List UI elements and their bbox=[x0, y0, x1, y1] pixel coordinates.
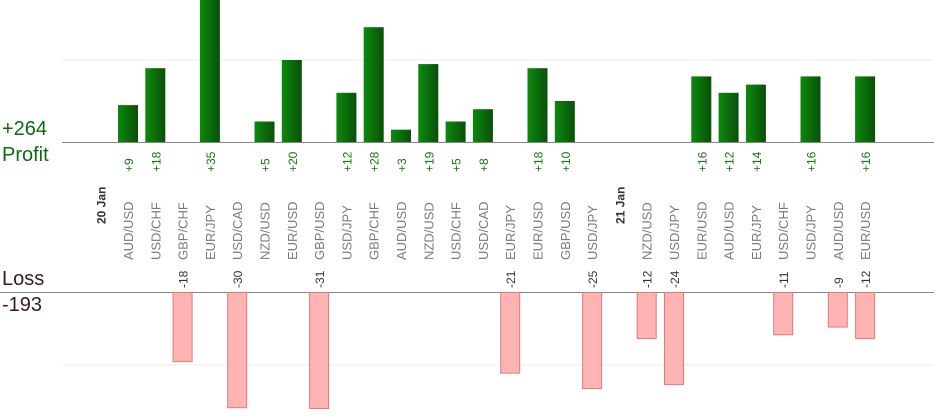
profit-value-label: +10 bbox=[559, 151, 573, 172]
category-label: GBP/USD bbox=[312, 201, 327, 260]
profit-value-label: +19 bbox=[422, 151, 436, 172]
profit-bar bbox=[745, 84, 766, 142]
category-label: AUD/USD bbox=[121, 201, 136, 260]
profit-value-label: +18 bbox=[149, 151, 163, 172]
date-label: 21 Jan bbox=[613, 187, 627, 224]
category-label: EUR/USD bbox=[285, 201, 300, 260]
category-label: USD/CHF bbox=[449, 202, 464, 260]
category-label: USD/CAD bbox=[476, 201, 491, 260]
profit-bar bbox=[527, 68, 548, 142]
loss-value-label: -18 bbox=[177, 270, 191, 288]
loss-value-label: -24 bbox=[668, 270, 682, 288]
category-label: EUR/JPY bbox=[749, 205, 764, 260]
profit-bar bbox=[118, 105, 138, 142]
profit-value-label: +3 bbox=[395, 158, 409, 172]
profit-value-label: +5 bbox=[450, 158, 464, 172]
category-label: NZD/USD bbox=[258, 202, 273, 260]
category-label: AUD/USD bbox=[831, 201, 846, 260]
profit-value-label: +18 bbox=[532, 151, 546, 172]
category-label: EUR/JPY bbox=[503, 205, 518, 260]
category-label: USD/CHF bbox=[776, 202, 791, 260]
loss-value-label: -12 bbox=[641, 270, 655, 288]
profit-value-label: +5 bbox=[259, 158, 273, 172]
profit-value-label: +9 bbox=[122, 158, 136, 172]
category-label: USD/JPY bbox=[667, 205, 682, 260]
category-label: USD/JPY bbox=[804, 205, 819, 260]
profit-bar bbox=[800, 76, 821, 142]
loss-value-label: -9 bbox=[832, 277, 846, 288]
loss-value-label: -21 bbox=[504, 270, 518, 288]
profit-bar bbox=[691, 76, 712, 142]
profit-value-label: +14 bbox=[750, 151, 764, 172]
profit-value-label: +16 bbox=[859, 151, 873, 172]
category-label: AUD/USD bbox=[722, 201, 737, 260]
profit-bar bbox=[855, 76, 876, 142]
profit-label: Profit bbox=[2, 144, 49, 166]
loss-bar bbox=[500, 292, 521, 374]
profit-total: +264 bbox=[2, 118, 48, 140]
profit-bar bbox=[281, 60, 302, 142]
category-label: USD/JPY bbox=[339, 205, 354, 260]
profit-value-label: +16 bbox=[805, 151, 819, 172]
category-label: GBP/CHF bbox=[176, 202, 191, 260]
profit-bar bbox=[554, 101, 575, 142]
loss-label: Loss bbox=[2, 268, 45, 290]
profit-bar bbox=[336, 92, 357, 142]
loss-bar bbox=[636, 292, 657, 340]
category-label: EUR/USD bbox=[858, 201, 873, 260]
profit-value-label: +12 bbox=[723, 151, 737, 172]
profit-value-label: +28 bbox=[368, 151, 382, 172]
loss-bar bbox=[582, 292, 603, 389]
loss-value-label: -25 bbox=[586, 270, 600, 288]
profit-bar bbox=[472, 109, 493, 142]
profit-bar bbox=[145, 68, 166, 142]
profit-bar bbox=[254, 121, 275, 142]
loss-bar bbox=[309, 292, 330, 409]
profit-value-label: +20 bbox=[286, 151, 300, 172]
profit-bar bbox=[418, 64, 439, 142]
loss-value-label: -31 bbox=[313, 270, 327, 288]
category-label: USD/CAD bbox=[230, 201, 245, 260]
category-label: GBP/CHF bbox=[367, 202, 382, 260]
loss-bar bbox=[227, 292, 248, 409]
loss-bar bbox=[855, 292, 876, 340]
date-label: 20 Jan bbox=[95, 187, 109, 224]
profit-value-label: +16 bbox=[695, 151, 709, 172]
category-label: GBP/USD bbox=[558, 201, 573, 260]
loss-total: -193 bbox=[2, 294, 43, 316]
profit-bar bbox=[445, 121, 466, 142]
profit-bar bbox=[199, 0, 220, 142]
category-label: NZD/USD bbox=[421, 202, 436, 260]
category-label: USD/JPY bbox=[585, 205, 600, 260]
category-label: AUD/USD bbox=[394, 201, 409, 260]
category-label: USD/CHF bbox=[148, 202, 163, 260]
profit-bar bbox=[718, 92, 739, 142]
loss-bar bbox=[172, 292, 193, 363]
profit-value-label: +8 bbox=[477, 158, 491, 172]
loss-bar bbox=[664, 292, 684, 386]
category-label: EUR/USD bbox=[694, 201, 709, 260]
profit-bar bbox=[363, 27, 384, 143]
loss-bar bbox=[827, 292, 848, 328]
loss-value-label: -30 bbox=[231, 270, 245, 288]
category-label: EUR/JPY bbox=[203, 205, 218, 260]
loss-bar bbox=[773, 292, 794, 336]
profit-value-label: +12 bbox=[340, 151, 354, 172]
loss-value-label: -11 bbox=[777, 271, 791, 288]
category-label: NZD/USD bbox=[640, 202, 655, 260]
loss-value-label: -12 bbox=[859, 270, 873, 288]
category-label: EUR/USD bbox=[531, 201, 546, 260]
profit-bar bbox=[391, 129, 411, 142]
profit-value-label: +35 bbox=[204, 151, 218, 172]
